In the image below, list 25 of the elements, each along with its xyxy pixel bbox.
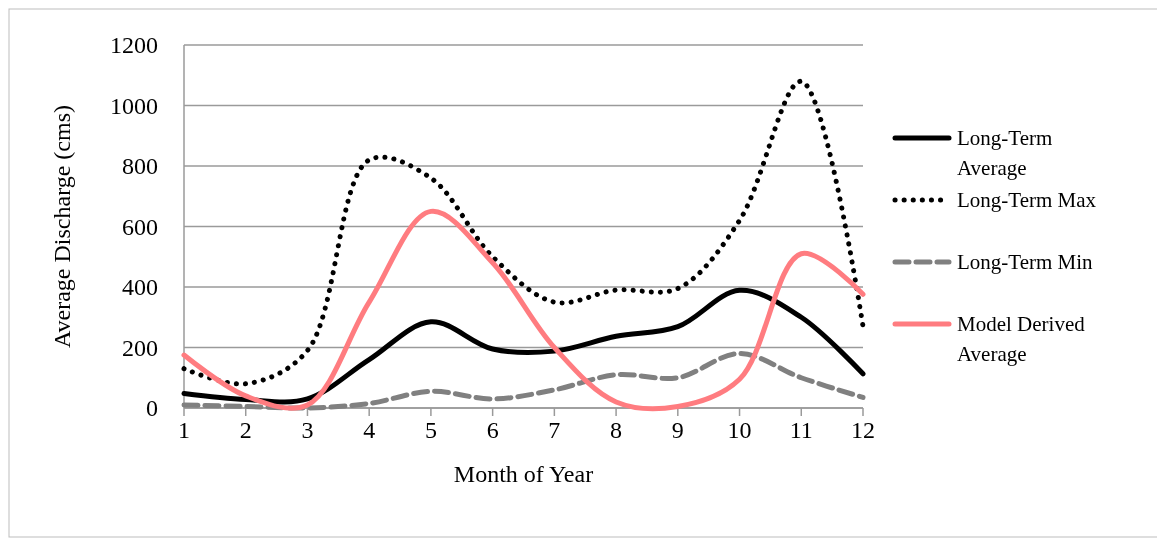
x-tick-label: 1 [178, 417, 190, 443]
x-tick-label: 5 [424, 417, 437, 443]
x-tick-label: 3 [301, 417, 314, 443]
x-tick-label: 11 [789, 417, 813, 443]
y-tick-label: 1000 [110, 92, 158, 119]
y-tick-label: 200 [122, 334, 158, 361]
x-tick-label: 2 [239, 417, 252, 443]
y-tick-label: 600 [122, 213, 158, 240]
x-tick-label: 4 [363, 417, 376, 443]
x-tick-label: 7 [548, 417, 561, 443]
y-tick-label: 1200 [110, 32, 158, 58]
x-tick-label: 8 [610, 417, 623, 443]
x-axis-title: Month of Year [453, 461, 594, 487]
legend-label: Long-Term Min [957, 250, 1094, 274]
x-tick-label: 6 [486, 417, 499, 443]
x-tick-label: 10 [727, 417, 752, 443]
y-tick-label: 0 [146, 395, 158, 421]
legend-label: Model Derived Average [957, 312, 1086, 366]
legend-label: Long-Term Max [957, 188, 1097, 212]
x-tick-label: 9 [671, 417, 684, 443]
legend-label: Long-Term Average [957, 126, 1053, 180]
y-axis-title: Average Discharge (cms) [49, 105, 75, 348]
y-tick-label: 400 [122, 274, 158, 300]
x-tick-label: 12 [851, 417, 875, 443]
y-tick-label: 800 [122, 153, 158, 179]
